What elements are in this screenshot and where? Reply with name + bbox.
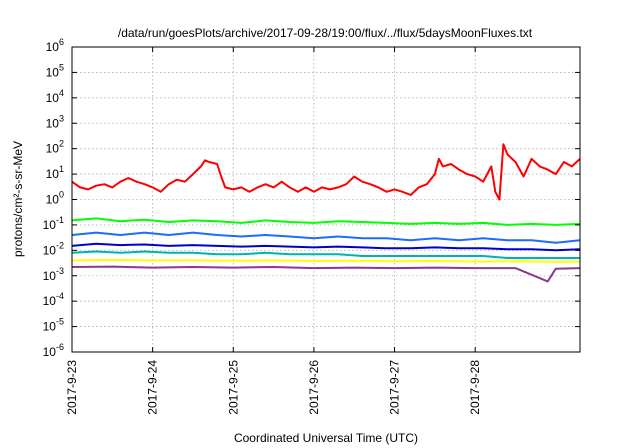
x-tick-label: 2017-9-26 — [307, 360, 321, 415]
y-tick-label: 10-2 — [43, 240, 64, 257]
y-tick-label: 101 — [46, 164, 64, 181]
series-line-2 — [71, 217, 581, 226]
series-line-1 — [71, 143, 581, 201]
x-tick-label: 2017-9-23 — [65, 360, 79, 415]
series-group — [71, 143, 581, 283]
y-tick-label: 100 — [46, 190, 64, 207]
y-tick-label: 102 — [46, 139, 64, 156]
y-tick-label: 103 — [46, 113, 64, 130]
y-tick-label: 106 — [46, 37, 64, 54]
series-line-7 — [71, 265, 581, 283]
y-tick-label: 10-3 — [43, 266, 64, 283]
x-tick-label: 2017-9-27 — [388, 360, 402, 415]
y-tick-label: 105 — [46, 62, 64, 79]
y-tick-label: 10-6 — [43, 342, 64, 359]
x-axis-label: Coordinated Universal Time (UTC) — [234, 431, 418, 445]
y-tick-label: 10-4 — [43, 291, 64, 308]
series-line-3 — [71, 231, 581, 244]
x-tick-label: 2017-9-28 — [468, 360, 482, 415]
y-axis: 106 105 104 103 102 101 100 10-1 10-2 10-3 10-4 10-… — [43, 37, 580, 359]
chart-title: /data/run/goesPlots/archive/2017-09-28/1… — [118, 26, 533, 40]
series-line-6 — [71, 258, 581, 263]
x-tick-label: 2017-9-25 — [226, 360, 240, 415]
y-tick-label: 104 — [46, 88, 64, 105]
x-axis: 2017-9-23 2017-9-24 2017-9-25 2017-9-26 2017… — [65, 47, 482, 415]
grid — [72, 47, 580, 352]
y-tick-label: 10-1 — [43, 215, 64, 232]
series-line-5 — [71, 250, 580, 259]
x-tick-label: 2017-9-24 — [146, 360, 160, 415]
y-axis-label: protons/cm²-s-sr-MeV — [11, 141, 25, 257]
y-tick-label: 10-5 — [43, 317, 64, 334]
series-line-4 — [71, 242, 581, 252]
